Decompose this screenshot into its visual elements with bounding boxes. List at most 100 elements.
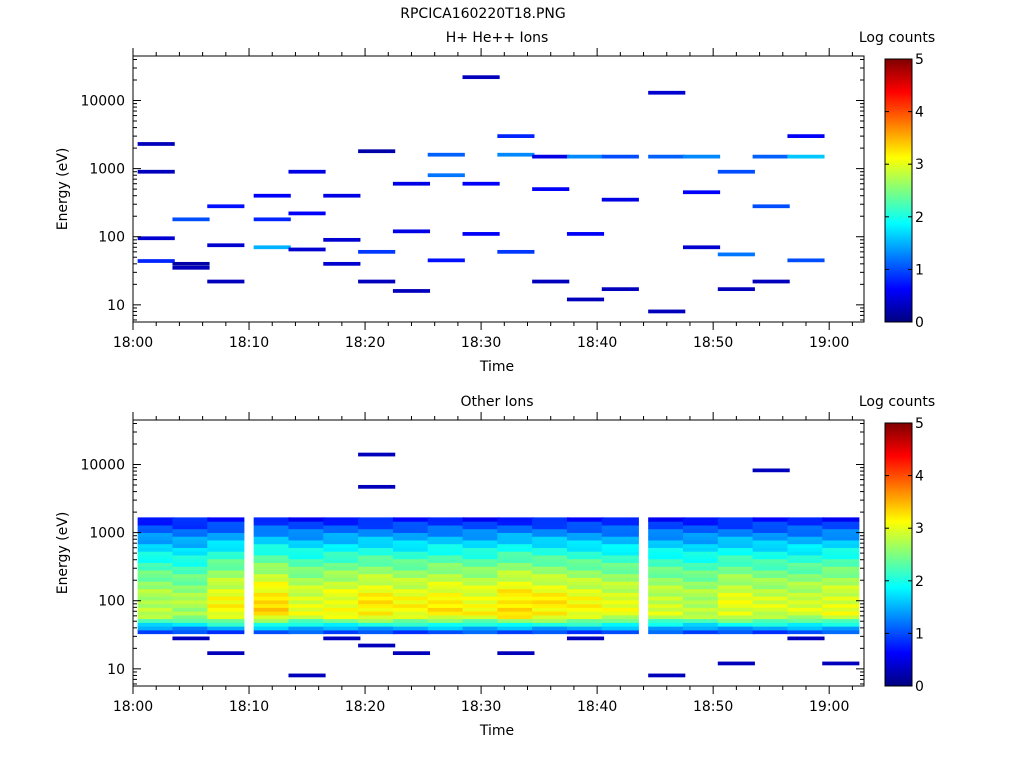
band-cell	[497, 517, 535, 522]
band-cell	[207, 573, 245, 578]
band-cell	[253, 599, 291, 605]
band-cell	[392, 626, 431, 631]
heatmap-cell	[137, 259, 175, 263]
band-cell	[822, 596, 860, 601]
band-cell	[172, 536, 210, 541]
band-cell	[462, 603, 500, 608]
heatmap-cell	[358, 149, 396, 154]
band-cell	[497, 592, 535, 597]
band-cell	[752, 528, 790, 533]
panel-1-x-axis-label: Time	[479, 359, 514, 375]
band-cell	[323, 622, 361, 627]
band-cell	[648, 562, 686, 567]
colorbar-tick-label: 2	[915, 210, 924, 226]
band-cell	[358, 577, 396, 582]
band-cell	[717, 569, 755, 575]
band-cell	[787, 532, 825, 537]
band-cell	[172, 554, 210, 560]
x-tick-label: 18:00	[113, 699, 153, 715]
band-cell	[601, 558, 639, 563]
heatmap-cell	[462, 75, 500, 80]
y-tick-label: 1000	[89, 162, 125, 178]
heatmap-cell	[172, 636, 210, 641]
band-cell	[717, 626, 755, 631]
band-cell	[137, 562, 175, 567]
band-cell	[822, 626, 860, 631]
band-cell	[172, 532, 210, 537]
band-cell	[601, 521, 639, 526]
band-cell	[137, 584, 175, 590]
band-cell	[822, 573, 860, 578]
band-cell	[648, 611, 686, 616]
band-cell	[717, 603, 755, 608]
band-cell	[288, 614, 326, 620]
band-cell	[822, 607, 860, 612]
band-cell	[601, 569, 639, 575]
band-cell	[532, 566, 570, 571]
band-cell	[752, 562, 790, 567]
band-cell	[682, 547, 721, 552]
band-cell	[682, 588, 721, 593]
band-cell	[752, 569, 790, 575]
band-cell	[323, 517, 361, 522]
band-cell	[207, 596, 245, 601]
band-cell	[601, 554, 639, 560]
y-tick-label: 10	[107, 298, 125, 314]
band-cell	[601, 596, 639, 601]
band-cell	[392, 517, 431, 522]
heatmap-cell	[717, 287, 755, 292]
band-cell	[323, 558, 361, 563]
band-cell	[427, 588, 465, 593]
band-cell	[717, 611, 755, 616]
band-cell	[752, 611, 790, 616]
band-cell	[566, 543, 605, 548]
heatmap-cell	[427, 173, 465, 178]
band-cell	[497, 562, 535, 567]
band-cell	[497, 611, 535, 616]
band-cell	[392, 573, 431, 578]
band-cell	[752, 543, 790, 548]
band-cell	[497, 569, 535, 575]
band-cell	[566, 547, 605, 552]
band-cell	[288, 551, 326, 556]
band-cell	[462, 626, 500, 631]
band-cell	[497, 551, 535, 556]
band-cell	[532, 543, 570, 548]
band-cell	[427, 622, 465, 627]
band-cell	[137, 566, 175, 571]
colorbar-tick-label: 5	[915, 416, 924, 432]
band-cell	[601, 551, 639, 556]
band-cell	[682, 614, 721, 620]
band-cell	[601, 626, 639, 631]
panel-2-heatmap-cells	[137, 452, 860, 678]
heatmap-cell	[682, 154, 721, 159]
band-cell	[497, 558, 535, 563]
band-cell	[137, 521, 175, 526]
band-cell	[207, 581, 245, 586]
band-cell	[358, 524, 396, 530]
band-cell	[358, 584, 396, 590]
band-cell	[462, 588, 500, 593]
band-cell	[172, 539, 210, 545]
band-cell	[172, 588, 210, 593]
band-cell	[601, 543, 639, 548]
heatmap-cell	[566, 297, 605, 302]
colorbar-gradient	[884, 422, 913, 687]
band-cell	[752, 599, 790, 605]
band-cell	[358, 588, 396, 593]
colorbar-tick-label: 0	[915, 315, 924, 331]
band-cell	[253, 629, 291, 635]
band-cell	[207, 622, 245, 627]
band-cell	[682, 626, 721, 631]
band-cell	[358, 573, 396, 578]
band-cell	[787, 521, 825, 526]
band-cell	[137, 614, 175, 620]
heatmap-cell	[207, 243, 245, 248]
band-cell	[462, 592, 500, 597]
band-cell	[172, 528, 210, 533]
band-cell	[822, 611, 860, 616]
band-cell	[648, 547, 686, 552]
panel-1-y-axis-label: Energy (eV)	[55, 148, 71, 231]
band-cell	[137, 611, 175, 616]
band-cell	[358, 539, 396, 545]
